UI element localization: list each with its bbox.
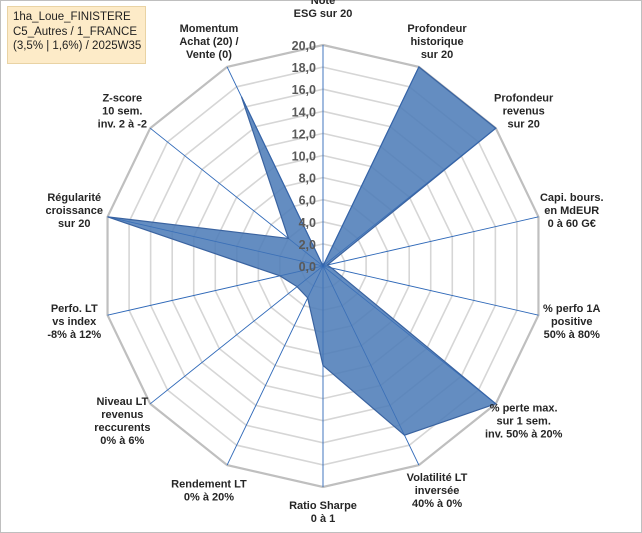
radial-tick-labels: 0,0 2,0 4,0 6,0 8,0 10,0 12,0 14,0 16,0 18,0 20,0 xyxy=(292,39,316,274)
axis-label: Régularité croissance sur 20 xyxy=(46,192,103,230)
axis-spoke-overlay xyxy=(322,66,420,267)
axis-spoke-overlay xyxy=(322,265,496,405)
axis-spoke-overlay xyxy=(288,238,324,267)
axis-label: Ratio Sharpe 0 à 1 xyxy=(289,500,357,525)
tick-label: 10,0 xyxy=(292,150,316,164)
tick-label: 0,0 xyxy=(299,260,316,274)
tick-label: 18,0 xyxy=(292,61,316,75)
tick-label: 20,0 xyxy=(292,39,316,53)
fund-info-box: 1ha_Loue_FINISTERE C5_Autres / 1_FRANCE … xyxy=(7,6,146,64)
axis-label: % perfo 1A positive 50% à 80% xyxy=(543,303,601,341)
axis-spoke-overlay xyxy=(296,265,324,287)
axis-labels: Note ESG sur 20 Profondeur historique sur 20… xyxy=(46,0,604,525)
axis-label: Capi. bours. en MdEUR 0 à 60 G€ xyxy=(540,192,604,230)
axis-spoke-overlay xyxy=(107,216,324,267)
axis-label: Perfo. LT vs index -8% à 12% xyxy=(47,303,101,341)
tick-label: 12,0 xyxy=(292,127,316,141)
tick-label: 4,0 xyxy=(299,216,316,230)
axis-spoke xyxy=(149,265,324,405)
axis-spoke xyxy=(226,265,324,466)
axis-label: Volatilité LT inversée 40% à 0% xyxy=(407,472,468,510)
axis-spoke-overlay xyxy=(322,127,496,267)
axis-spoke xyxy=(322,216,539,267)
tick-label: 8,0 xyxy=(299,172,316,186)
fund-period: (3,5% | 1,6%) / 2025W35 xyxy=(13,40,142,52)
axis-spoke xyxy=(322,265,539,316)
fund-category: C5_Autres / 1_FRANCE xyxy=(13,25,137,38)
axis-label: Z-score 10 sem. inv. 2 à -2 xyxy=(98,92,147,130)
axis-label: % perte max. sur 1 sem. inv. 50% à 20% xyxy=(485,403,563,441)
radar-series xyxy=(107,65,497,436)
axis-label: Rendement LT 0% à 20% xyxy=(171,478,247,503)
axis-label: Profondeur historique sur 20 xyxy=(407,23,467,61)
tick-label: 2,0 xyxy=(299,238,316,252)
axis-spoke-overlay xyxy=(279,265,324,277)
axis-label: Profondeur revenus sur 20 xyxy=(494,92,554,130)
tick-label: 6,0 xyxy=(299,194,316,208)
axis-spoke-overlay xyxy=(322,265,405,436)
fund-name: 1ha_Loue_FINISTERE xyxy=(13,11,131,23)
axis-spoke-overlay xyxy=(241,96,324,267)
axis-label: Note ESG sur 20 xyxy=(294,0,353,20)
axis-spoke-overlay xyxy=(307,265,324,298)
axis-spoke-overlay xyxy=(322,264,328,267)
tick-label: 16,0 xyxy=(292,83,316,97)
axis-label: Niveau LT revenus reccurents 0% à 6% xyxy=(94,396,150,447)
axis-label: Momentum Achat (20) / Vente (0) xyxy=(179,23,238,61)
tick-label: 14,0 xyxy=(292,105,316,119)
axis-spoke-overlay xyxy=(322,265,332,269)
